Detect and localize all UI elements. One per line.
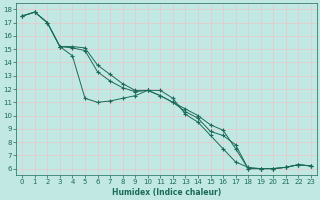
X-axis label: Humidex (Indice chaleur): Humidex (Indice chaleur): [112, 188, 221, 197]
